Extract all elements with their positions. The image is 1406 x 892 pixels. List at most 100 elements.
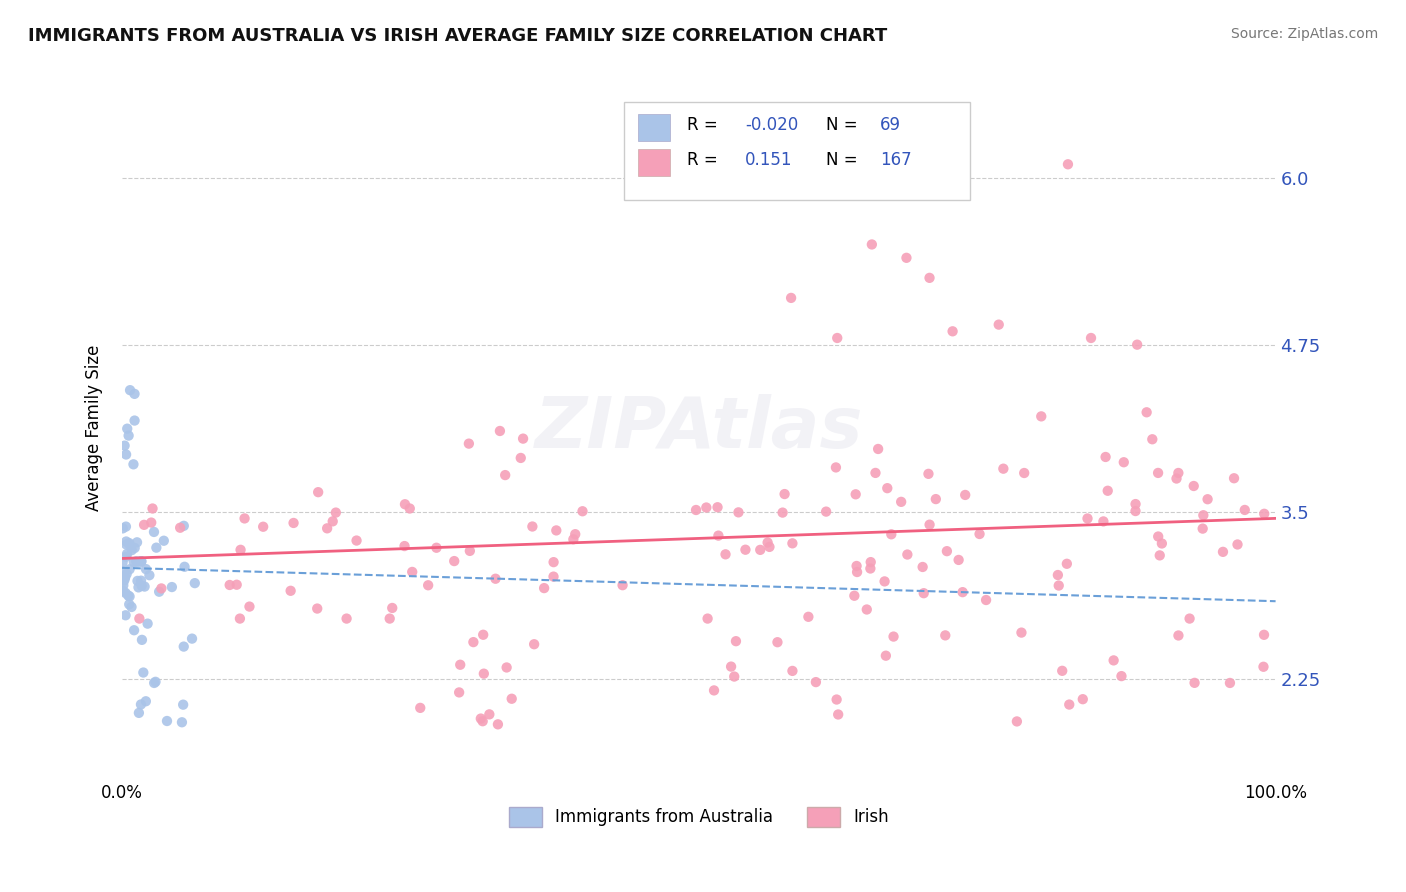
Point (1147, 466, 1170, 480)
Point (131, 554, 153, 568)
Point (1094, 450, 1116, 464)
Point (1166, 471, 1188, 485)
Point (880, 527, 903, 541)
Point (153, 533, 176, 548)
Point (121, 543, 143, 558)
Point (720, 659, 742, 673)
Point (875, 648, 897, 663)
Point (117, 589, 139, 603)
Point (495, 660, 517, 674)
Point (132, 665, 155, 680)
Point (486, 717, 509, 731)
Point (145, 674, 167, 689)
Point (125, 535, 148, 549)
Point (122, 555, 145, 569)
Point (381, 601, 404, 615)
Point (128, 611, 150, 625)
Point (876, 481, 898, 495)
Point (523, 637, 546, 651)
Point (494, 468, 516, 483)
Point (1226, 537, 1249, 551)
Point (734, 542, 756, 557)
Point (782, 664, 804, 678)
Point (449, 685, 471, 699)
Point (703, 683, 725, 698)
Point (115, 566, 138, 581)
Point (974, 593, 997, 607)
Point (378, 611, 401, 625)
Point (1112, 455, 1135, 469)
Point (457, 436, 479, 450)
Point (1253, 660, 1275, 674)
Text: R =: R = (688, 116, 723, 134)
Point (173, 640, 195, 654)
Point (124, 413, 146, 427)
Point (723, 669, 745, 683)
Point (1125, 497, 1147, 511)
Point (766, 635, 789, 649)
Point (825, 331, 848, 345)
Point (172, 698, 194, 712)
Point (1092, 515, 1115, 529)
Point (394, 497, 416, 511)
Point (925, 492, 948, 507)
Text: 69: 69 (880, 116, 901, 134)
Point (859, 561, 882, 575)
FancyBboxPatch shape (624, 102, 970, 200)
Point (1010, 625, 1032, 640)
Point (509, 450, 531, 465)
Point (124, 387, 146, 401)
Point (115, 549, 138, 564)
Point (121, 599, 143, 614)
Point (1233, 503, 1256, 517)
Point (911, 560, 934, 574)
Point (150, 582, 173, 596)
Point (896, 251, 918, 265)
Point (283, 516, 305, 530)
Point (952, 585, 974, 599)
Point (859, 555, 882, 569)
Point (418, 578, 440, 592)
Point (156, 714, 179, 728)
Point (772, 506, 794, 520)
Point (127, 555, 149, 569)
Point (727, 505, 749, 519)
Point (307, 485, 329, 500)
Point (1050, 664, 1073, 678)
Point (935, 544, 957, 558)
Point (696, 611, 718, 625)
Text: ZIPAtlas: ZIPAtlas (534, 393, 863, 463)
Point (114, 608, 136, 623)
Point (1182, 479, 1205, 493)
Point (1005, 714, 1028, 729)
Text: -0.020: -0.020 (745, 116, 799, 134)
Point (1012, 466, 1035, 480)
Point (472, 666, 495, 681)
Point (868, 442, 890, 456)
Point (1056, 557, 1078, 571)
Point (1076, 511, 1098, 525)
Point (571, 504, 593, 518)
Point (845, 559, 868, 574)
Point (118, 383, 141, 397)
Point (501, 691, 523, 706)
Legend: Immigrants from Australia, Irish: Immigrants from Australia, Irish (502, 800, 896, 834)
Point (115, 547, 138, 561)
Point (797, 609, 820, 624)
Point (118, 538, 141, 552)
Point (118, 562, 141, 576)
Point (749, 542, 772, 557)
Point (873, 574, 896, 589)
Point (129, 555, 152, 569)
Point (825, 692, 848, 706)
Point (780, 291, 803, 305)
Point (125, 554, 148, 568)
Point (173, 518, 195, 533)
Point (112, 578, 135, 592)
Point (173, 559, 195, 574)
Point (706, 500, 728, 515)
Point (112, 583, 135, 598)
Point (969, 527, 991, 541)
Point (533, 581, 555, 595)
Point (846, 565, 869, 579)
